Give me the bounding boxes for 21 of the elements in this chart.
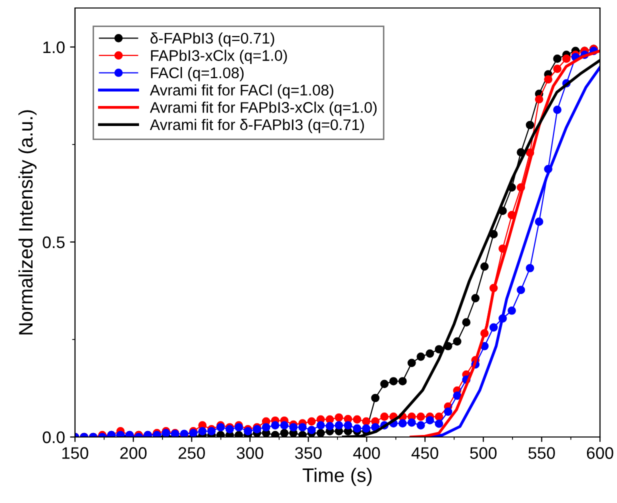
- x-tick-label: 400: [353, 447, 380, 459]
- x-tick-label: 450: [411, 447, 438, 459]
- y-tick-label: 0.5: [42, 236, 65, 248]
- x-tick-label: 250: [178, 447, 205, 459]
- y-tick-label: 0.0: [42, 431, 65, 444]
- legend-label: Avrami fit for FAPbI3-xClx (q=1.0): [150, 102, 377, 116]
- legend-label: Avrami fit for FACl (q=1.08): [150, 84, 334, 99]
- x-tick-label: 600: [586, 447, 614, 459]
- x-tick-label: 200: [120, 447, 147, 459]
- legend-label: FAPbI3-xClx (q=1.0): [151, 50, 287, 64]
- x-axis-title: Time (s): [302, 468, 372, 486]
- x-tick-label: 150: [62, 447, 88, 459]
- x-tick-label: 550: [528, 447, 555, 459]
- x-tick-label: 500: [470, 447, 497, 459]
- legend-label: FACl (q=1.08): [151, 67, 244, 82]
- x-tick-label: 300: [236, 447, 264, 459]
- y-tick-label: 1.0: [43, 41, 65, 54]
- x-tick-label: 350: [295, 447, 322, 459]
- y-axis-title: Normalized Intensity (a.u.): [18, 110, 37, 334]
- legend-label: Avrami fit for δ-FAPbI3 (q=0.71): [150, 118, 364, 134]
- legend-label: δ-FAPbI3 (q=0.71): [150, 32, 274, 47]
